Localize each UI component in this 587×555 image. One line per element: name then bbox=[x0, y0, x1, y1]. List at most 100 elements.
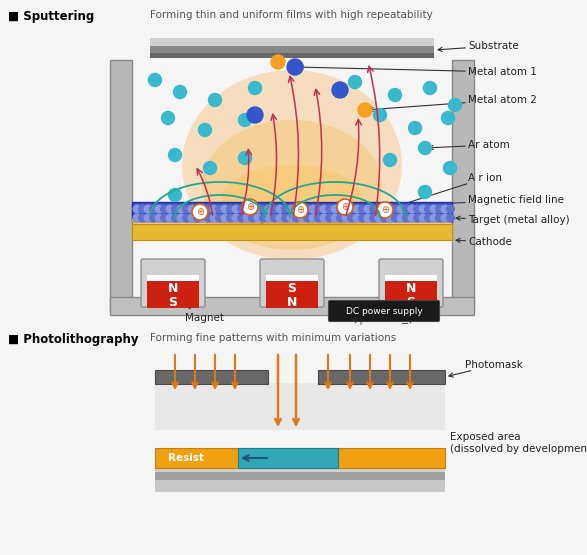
Bar bbox=[266, 281, 318, 295]
Text: Cathode: Cathode bbox=[456, 237, 512, 247]
Circle shape bbox=[353, 214, 361, 222]
Circle shape bbox=[315, 205, 322, 213]
Circle shape bbox=[409, 122, 421, 134]
Circle shape bbox=[392, 205, 399, 213]
Circle shape bbox=[139, 214, 146, 222]
Ellipse shape bbox=[222, 165, 362, 235]
Bar bbox=[385, 281, 437, 295]
Circle shape bbox=[364, 214, 372, 222]
Circle shape bbox=[386, 205, 394, 213]
Circle shape bbox=[172, 205, 179, 213]
Text: S: S bbox=[288, 282, 296, 295]
Text: N: N bbox=[287, 295, 297, 309]
Circle shape bbox=[199, 214, 207, 222]
Circle shape bbox=[447, 205, 454, 213]
Bar bbox=[238, 448, 338, 468]
Circle shape bbox=[298, 214, 306, 222]
Text: −: − bbox=[401, 319, 409, 329]
Circle shape bbox=[276, 214, 284, 222]
Circle shape bbox=[166, 205, 174, 213]
Text: DC power supply: DC power supply bbox=[346, 307, 423, 316]
Text: Magnet: Magnet bbox=[177, 300, 224, 323]
Bar bbox=[385, 275, 437, 285]
Circle shape bbox=[144, 205, 152, 213]
Text: ■ Photolithography: ■ Photolithography bbox=[8, 333, 139, 346]
Circle shape bbox=[375, 205, 383, 213]
Text: Ar atom: Ar atom bbox=[429, 140, 510, 150]
Circle shape bbox=[271, 214, 278, 222]
Circle shape bbox=[389, 88, 402, 102]
Circle shape bbox=[221, 205, 229, 213]
Text: Substrate: Substrate bbox=[438, 41, 519, 52]
Circle shape bbox=[331, 205, 339, 213]
Circle shape bbox=[419, 185, 431, 199]
Circle shape bbox=[150, 214, 157, 222]
Circle shape bbox=[444, 162, 457, 174]
Circle shape bbox=[161, 112, 174, 124]
Circle shape bbox=[133, 205, 141, 213]
Circle shape bbox=[337, 199, 353, 215]
Text: S: S bbox=[407, 295, 416, 309]
Ellipse shape bbox=[182, 70, 402, 260]
Text: Photomask: Photomask bbox=[449, 360, 523, 377]
Bar bbox=[266, 294, 318, 308]
Circle shape bbox=[177, 214, 185, 222]
FancyBboxPatch shape bbox=[260, 259, 324, 307]
Circle shape bbox=[265, 205, 273, 213]
Circle shape bbox=[205, 205, 212, 213]
Circle shape bbox=[192, 204, 208, 220]
Circle shape bbox=[292, 202, 308, 218]
Circle shape bbox=[377, 202, 393, 218]
Circle shape bbox=[155, 205, 163, 213]
Circle shape bbox=[331, 214, 339, 222]
Circle shape bbox=[447, 214, 454, 222]
Circle shape bbox=[199, 205, 207, 213]
Circle shape bbox=[359, 205, 366, 213]
Text: N: N bbox=[168, 282, 178, 295]
Circle shape bbox=[210, 205, 218, 213]
Circle shape bbox=[174, 85, 187, 98]
Circle shape bbox=[436, 214, 443, 222]
Circle shape bbox=[326, 214, 333, 222]
Text: Metal atom 1: Metal atom 1 bbox=[299, 65, 537, 77]
Circle shape bbox=[309, 205, 317, 213]
Circle shape bbox=[139, 205, 146, 213]
Circle shape bbox=[271, 205, 278, 213]
Circle shape bbox=[348, 205, 355, 213]
Bar bbox=[155, 468, 445, 480]
Ellipse shape bbox=[202, 120, 382, 250]
Circle shape bbox=[204, 162, 217, 174]
Circle shape bbox=[208, 93, 221, 107]
Circle shape bbox=[381, 205, 388, 213]
FancyBboxPatch shape bbox=[141, 259, 205, 307]
Circle shape bbox=[359, 214, 366, 222]
Text: Magnetic field line: Magnetic field line bbox=[359, 195, 564, 210]
Circle shape bbox=[242, 199, 258, 215]
Bar bbox=[452, 60, 474, 310]
Bar bbox=[150, 43, 434, 55]
Circle shape bbox=[337, 205, 345, 213]
Circle shape bbox=[249, 214, 257, 222]
Bar bbox=[318, 370, 445, 384]
Circle shape bbox=[397, 214, 405, 222]
Circle shape bbox=[205, 214, 212, 222]
Circle shape bbox=[383, 154, 396, 166]
Circle shape bbox=[227, 214, 234, 222]
Circle shape bbox=[353, 205, 361, 213]
Circle shape bbox=[349, 75, 362, 88]
Bar bbox=[132, 224, 452, 240]
Circle shape bbox=[381, 214, 388, 222]
FancyBboxPatch shape bbox=[329, 300, 440, 321]
Circle shape bbox=[293, 205, 301, 213]
Circle shape bbox=[172, 214, 179, 222]
Bar bbox=[155, 448, 445, 468]
Circle shape bbox=[408, 214, 416, 222]
Circle shape bbox=[436, 205, 443, 213]
Circle shape bbox=[271, 55, 285, 69]
Circle shape bbox=[188, 205, 196, 213]
Circle shape bbox=[238, 114, 251, 127]
Circle shape bbox=[419, 205, 427, 213]
Circle shape bbox=[227, 205, 234, 213]
Bar bbox=[266, 275, 318, 285]
Circle shape bbox=[276, 205, 284, 213]
